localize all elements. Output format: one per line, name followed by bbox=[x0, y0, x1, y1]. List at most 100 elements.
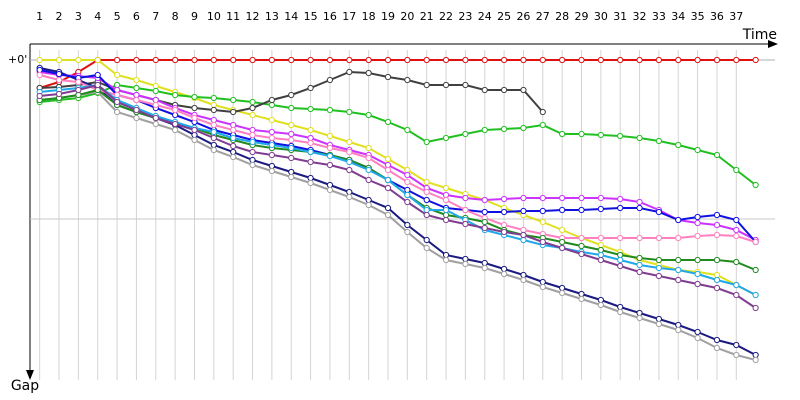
x-tick-label: 19 bbox=[381, 10, 395, 23]
data-point bbox=[423, 211, 430, 219]
data-point bbox=[346, 148, 353, 156]
data-point bbox=[288, 173, 295, 181]
data-point bbox=[346, 138, 353, 146]
data-point bbox=[462, 56, 469, 64]
data-point bbox=[578, 242, 585, 250]
data-point bbox=[752, 351, 759, 359]
data-point bbox=[500, 125, 508, 133]
data-point bbox=[694, 219, 701, 227]
data-point bbox=[559, 238, 566, 246]
data-point bbox=[559, 194, 566, 202]
x-tick-label: 30 bbox=[594, 10, 608, 23]
data-point bbox=[307, 139, 314, 147]
data-point bbox=[442, 134, 450, 142]
data-point bbox=[500, 208, 508, 216]
data-point bbox=[442, 184, 450, 192]
data-point bbox=[462, 194, 469, 202]
data-point bbox=[230, 153, 237, 161]
data-point bbox=[636, 204, 643, 212]
data-point bbox=[249, 126, 256, 134]
data-point bbox=[675, 216, 682, 224]
series-line bbox=[39, 59, 756, 89]
data-point bbox=[307, 174, 314, 182]
data-point bbox=[210, 128, 217, 136]
data-point bbox=[694, 328, 701, 336]
x-tick-label: 10 bbox=[207, 10, 221, 23]
x-tick-label: 20 bbox=[400, 10, 414, 23]
data-point bbox=[404, 171, 411, 179]
data-point bbox=[75, 78, 82, 86]
data-point bbox=[288, 144, 295, 152]
x-tick-label: 33 bbox=[652, 10, 666, 23]
data-point bbox=[713, 56, 721, 64]
data-point bbox=[675, 234, 682, 242]
data-point bbox=[636, 234, 643, 242]
data-point bbox=[365, 166, 372, 174]
data-point bbox=[462, 220, 469, 228]
data-point bbox=[191, 126, 198, 134]
data-point bbox=[442, 251, 450, 259]
data-point bbox=[520, 207, 527, 215]
data-point bbox=[655, 315, 662, 323]
data-point bbox=[365, 154, 372, 162]
data-point bbox=[423, 188, 430, 196]
data-point bbox=[346, 188, 353, 196]
data-point bbox=[230, 126, 237, 134]
data-point bbox=[36, 56, 43, 64]
data-point bbox=[230, 121, 237, 129]
data-point bbox=[326, 144, 334, 152]
data-point bbox=[404, 198, 411, 206]
x-tick-label: 36 bbox=[710, 10, 724, 23]
data-point bbox=[423, 236, 430, 244]
data-point bbox=[133, 76, 140, 84]
data-point bbox=[326, 56, 334, 64]
x-tick-label: 31 bbox=[613, 10, 627, 23]
x-tick-label: 21 bbox=[420, 10, 434, 23]
data-point bbox=[597, 246, 604, 254]
data-point bbox=[307, 148, 314, 156]
data-point bbox=[172, 120, 179, 128]
data-point bbox=[481, 56, 488, 64]
data-point bbox=[713, 276, 721, 284]
series-line bbox=[39, 71, 757, 241]
x-tick-label: 8 bbox=[172, 10, 179, 23]
data-point bbox=[210, 94, 217, 102]
data-point bbox=[307, 179, 314, 187]
plot: 1 2 3 4 5 6 7 8 9 10 11 12 13 14 15 16 17 18 19 20 21 22 23 24 2… bbox=[8, 10, 775, 380]
x-arrow bbox=[768, 40, 778, 48]
data-point bbox=[249, 111, 256, 119]
data-point bbox=[133, 106, 140, 114]
x-tick-label: 37 bbox=[729, 10, 743, 23]
data-point bbox=[733, 166, 740, 174]
data-point bbox=[288, 56, 295, 64]
data-point bbox=[94, 71, 101, 79]
data-point bbox=[346, 56, 353, 64]
data-point bbox=[288, 136, 295, 144]
data-point bbox=[675, 56, 682, 64]
data-point bbox=[481, 259, 488, 267]
data-point bbox=[268, 151, 275, 159]
data-point bbox=[655, 234, 662, 242]
data-point bbox=[578, 56, 585, 64]
data-point bbox=[559, 56, 566, 64]
data-point bbox=[752, 356, 759, 364]
data-point bbox=[172, 56, 179, 64]
data-point bbox=[442, 256, 450, 264]
x-tick-label: 29 bbox=[574, 10, 588, 23]
data-point bbox=[384, 204, 392, 212]
data-point bbox=[152, 96, 159, 104]
data-point bbox=[152, 101, 159, 109]
data-point bbox=[249, 56, 256, 64]
data-point bbox=[268, 116, 275, 124]
data-point bbox=[655, 264, 662, 272]
data-point bbox=[559, 226, 566, 234]
data-point bbox=[636, 314, 643, 322]
data-point bbox=[655, 272, 662, 280]
x-tick-label: 23 bbox=[458, 10, 472, 23]
data-point bbox=[597, 194, 604, 202]
data-point bbox=[326, 161, 334, 169]
x-tick-label: 4 bbox=[94, 10, 101, 23]
data-point bbox=[230, 134, 237, 142]
data-point bbox=[55, 56, 63, 64]
data-point bbox=[520, 56, 527, 64]
